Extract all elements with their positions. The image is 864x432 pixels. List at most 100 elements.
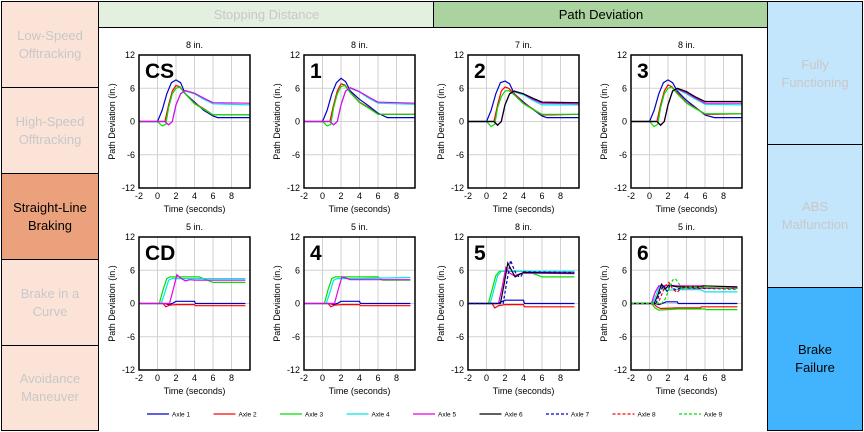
legend-label: Axle 8 <box>638 412 656 419</box>
x-axis-label: Time (seconds) <box>329 204 391 214</box>
chart-title: 5 in. <box>186 222 203 232</box>
plot-frame <box>467 236 580 371</box>
chart-title: 8 in. <box>515 222 532 232</box>
y-tick-label: -12 <box>614 365 627 375</box>
y-axis-label: Path Deviation (in.) <box>272 83 282 160</box>
x-axis-label: Time (seconds) <box>329 386 391 396</box>
y-tick-label: 12 <box>125 232 135 242</box>
tab-brake-in-a-curve[interactable]: Brake in a Curve <box>1 259 99 346</box>
x-axis-label: Time (seconds) <box>164 204 226 214</box>
chart-title: 8 in. <box>186 40 203 50</box>
panel-label: 2 <box>474 60 486 83</box>
tab-label-line1: Brake in a <box>20 285 80 301</box>
panel-label: CS <box>145 60 174 83</box>
legend-label: Axle 5 <box>438 412 456 419</box>
series-axle-3 <box>139 276 246 305</box>
y-tick-label: 12 <box>617 232 627 242</box>
plot-frame <box>467 54 580 189</box>
y-tick-label: 12 <box>617 50 627 60</box>
tab-avoidance-maneuver[interactable]: Avoidance Maneuver <box>1 345 99 431</box>
chart-title: 5 in. <box>678 222 695 232</box>
x-tick-label: 8 <box>394 191 399 201</box>
series-axle-2 <box>631 302 738 310</box>
y-tick-label: 12 <box>290 232 300 242</box>
series-axle-2 <box>468 86 579 123</box>
plot-frame <box>630 236 743 371</box>
chart-title: 7 in. <box>515 40 532 50</box>
series-axle-5 <box>631 88 742 126</box>
tab-high-speed-offtracking[interactable]: High-Speed Offtracking <box>1 87 99 174</box>
y-tick-label: 0 <box>295 117 300 127</box>
series-axle-2 <box>139 302 246 308</box>
legend-item: Axle 5 <box>413 412 456 419</box>
y-tick-label: 6 <box>130 83 135 93</box>
series-axle-3 <box>631 302 738 311</box>
x-tick-label: 0 <box>484 191 489 201</box>
legend-item: Axle 8 <box>612 412 656 419</box>
legend-label: Axle 7 <box>571 412 589 419</box>
x-tick-label: 0 <box>320 373 325 383</box>
tab-brake-failure[interactable]: Brake Failure <box>767 287 863 431</box>
x-tick-label: 8 <box>721 373 726 383</box>
x-tick-label: -2 <box>135 373 143 383</box>
tab-label-line2: Braking <box>27 217 73 233</box>
panel-label: 3 <box>637 60 649 83</box>
tab-fully-functioning[interactable]: Fully Functioning <box>767 1 863 146</box>
y-tick-label: 0 <box>130 299 135 309</box>
tab-low-speed-offtracking[interactable]: Low-Speed Offtracking <box>1 1 99 88</box>
panel-label: 5 <box>474 242 486 265</box>
series-axle-1 <box>468 80 579 123</box>
x-tick-label: -2 <box>627 373 635 383</box>
legend-item: Axle 1 <box>147 412 190 419</box>
y-tick-label: -12 <box>451 365 464 375</box>
y-tick-label: 6 <box>130 265 135 275</box>
x-axis-label: Time (seconds) <box>164 386 226 396</box>
x-tick-label: 6 <box>210 191 215 201</box>
series-axle-3 <box>139 86 250 127</box>
tab-stopping-distance[interactable]: Stopping Distance <box>98 1 435 28</box>
series-axle-1 <box>304 77 415 123</box>
x-tick-label: 2 <box>502 373 507 383</box>
x-tick-label: 2 <box>338 373 343 383</box>
tab-label-line1: Avoidance <box>19 371 81 386</box>
x-tick-label: 4 <box>357 191 362 201</box>
y-axis-label: Path Deviation (in.) <box>599 83 609 160</box>
y-tick-label: 6 <box>622 265 627 275</box>
legend-item: Axle 6 <box>479 412 523 419</box>
x-tick-label: 2 <box>502 191 507 201</box>
tab-path-deviation[interactable]: Path Deviation <box>433 1 769 28</box>
x-tick-label: 8 <box>229 191 234 201</box>
y-tick-label: 6 <box>622 83 627 93</box>
legend-item: Axle 3 <box>280 412 323 419</box>
y-tick-label: 12 <box>290 50 300 60</box>
y-tick-label: -6 <box>456 150 464 160</box>
tab-label-line1: ABS <box>801 199 828 214</box>
tab-straight-line-braking[interactable]: Straight-Line Braking <box>1 173 99 260</box>
y-tick-label: -6 <box>127 332 135 342</box>
x-tick-label: 8 <box>721 191 726 201</box>
y-tick-label: -12 <box>614 183 627 193</box>
x-tick-label: -2 <box>464 191 472 201</box>
series-axle-1 <box>631 79 742 123</box>
x-tick-label: 2 <box>338 191 343 201</box>
x-tick-label: 2 <box>665 191 670 201</box>
series-axle-4 <box>304 87 415 126</box>
series-axle-4 <box>139 90 250 126</box>
x-tick-label: 2 <box>665 373 670 383</box>
y-tick-label: 0 <box>295 299 300 309</box>
y-tick-label: -12 <box>122 183 135 193</box>
y-tick-label: 12 <box>454 50 464 60</box>
series-axle-6 <box>468 90 579 127</box>
y-tick-label: 0 <box>622 299 627 309</box>
y-axis-label: Path Deviation (in.) <box>436 83 446 160</box>
x-tick-label: -2 <box>300 373 308 383</box>
tab-label-line2: Failure <box>795 360 835 375</box>
tab-abs-malfunction[interactable]: ABS Malfunction <box>767 144 863 288</box>
y-tick-label: -12 <box>287 183 300 193</box>
x-tick-label: 2 <box>173 191 178 201</box>
